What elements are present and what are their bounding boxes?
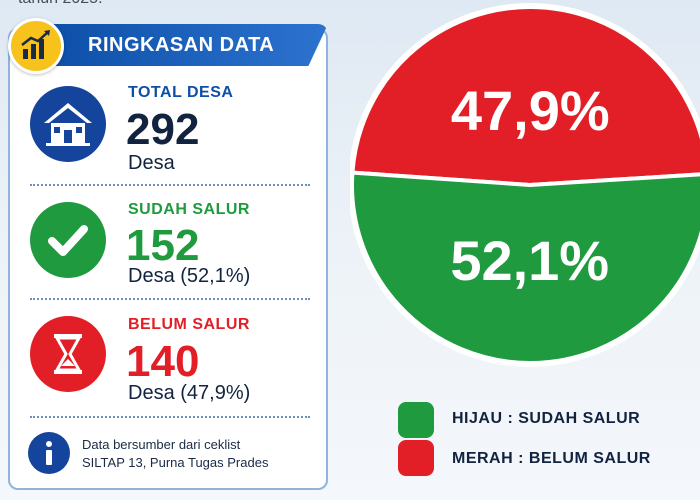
source-note: Data bersumber dari ceklist SILTAP 13, P… — [82, 436, 322, 472]
summary-header-bar — [48, 24, 328, 66]
pending-value: 140 — [126, 337, 200, 386]
checkmark-icon — [30, 202, 106, 278]
pie-slice-green — [350, 170, 700, 365]
legend-swatch-green — [398, 402, 434, 438]
legend-label-green: HIJAU : SUDAH SALUR — [452, 410, 641, 427]
source-note-line-1: Data bersumber dari ceklist — [82, 437, 241, 452]
divider-1 — [30, 184, 310, 186]
done-value: 152 — [126, 221, 200, 270]
total-value: 292 — [126, 105, 200, 154]
legend-swatch-red — [398, 440, 434, 476]
done-unit: Desa (52,1%) — [128, 265, 251, 287]
chart-growth-icon — [8, 18, 64, 74]
total-unit: Desa — [128, 152, 175, 174]
partial-header-text: tahun 2025. — [18, 0, 103, 8]
house-icon — [30, 86, 106, 162]
divider-3 — [30, 416, 310, 418]
pie-label-green: 52,1% — [450, 229, 609, 292]
pie-chart-svg: 47,9% 52,1% — [348, 3, 700, 367]
source-note-line-2: SILTAP 13, Purna Tugas Prades — [82, 455, 269, 470]
pie-label-red: 47,9% — [451, 79, 610, 142]
pending-label: BELUM SALUR — [128, 316, 250, 333]
info-icon — [28, 432, 70, 474]
pie-slice-red — [350, 5, 700, 188]
pie-chart: 47,9% 52,1% — [348, 0, 700, 400]
pending-unit: Desa (47,9%) — [128, 382, 251, 404]
total-label: TOTAL DESA — [128, 84, 234, 101]
hourglass-icon — [30, 316, 106, 392]
done-label: SUDAH SALUR — [128, 201, 250, 218]
divider-2 — [30, 298, 310, 300]
legend-label-red: MERAH : BELUM SALUR — [452, 450, 651, 467]
summary-title: RINGKASAN DATA — [88, 34, 275, 56]
